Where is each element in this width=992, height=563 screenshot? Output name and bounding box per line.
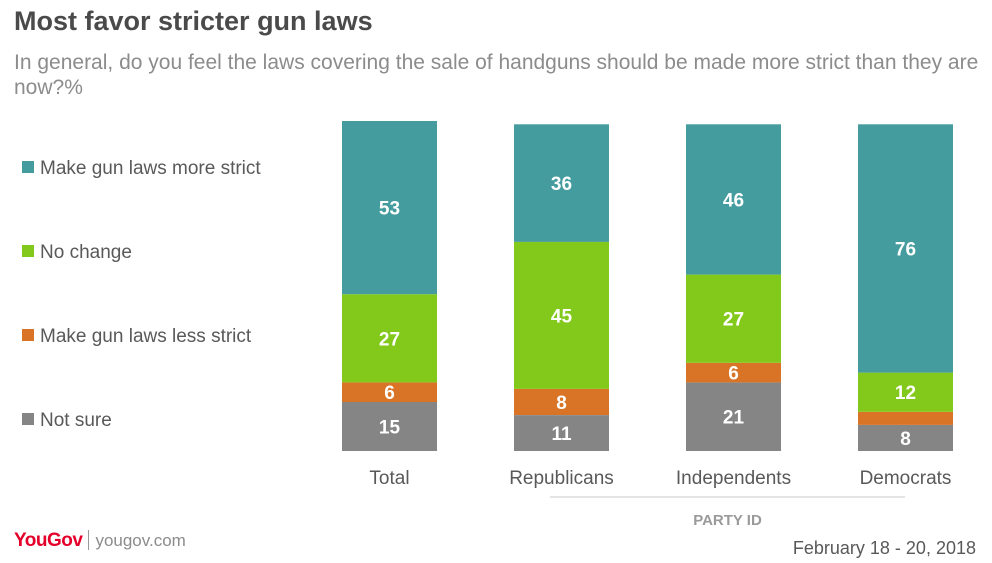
footer-brand: YouGov yougov.com [14,529,186,552]
category-label-total: Total [369,468,409,489]
category-label-democrats: Democrats [860,468,952,489]
data-label: 21 [723,408,745,429]
yougov-logo: YouGov [14,530,83,551]
chart-title: Most favor stricter gun laws [14,6,373,36]
legend-label: Make gun laws less strict [40,326,252,347]
data-label: 6 [384,383,395,404]
group-label: PARTY ID [693,512,762,529]
legend-swatch [22,329,34,341]
bar-total-series-1 [342,294,437,383]
bar-republicans-series-0 [514,124,609,242]
bar-democrats-series-0 [858,124,953,373]
data-label: 15 [379,418,401,439]
legend-label: Not sure [40,410,112,431]
bar-independents-series-3 [686,382,781,451]
category-label-republicans: Republicans [509,468,614,489]
legend-swatch [22,161,34,173]
category-label-independents: Independents [676,468,791,489]
bar-republicans-series-3 [514,415,609,451]
bar-democrats-series-1 [858,372,953,412]
bar-independents-series-1 [686,274,781,363]
bar-republicans-series-1 [514,241,609,389]
data-label: 46 [723,190,744,211]
survey-date: February 18 - 20, 2018 [792,538,976,558]
data-label: 6 [728,364,739,385]
bar-independents-series-0 [686,124,781,275]
legend-swatch [22,245,34,257]
bar-total-series-0 [342,121,437,295]
footer-divider [88,529,90,550]
data-label: 27 [723,310,744,331]
data-label: 12 [895,383,916,404]
bar-independents-series-2 [686,362,781,383]
bar-democrats-series-3 [858,424,953,451]
data-label: 8 [900,429,911,450]
footer-site-link[interactable]: yougov.com [95,531,186,550]
bar-total-series-2 [342,382,437,402]
data-label: 11 [551,424,572,445]
data-label: 76 [895,239,916,260]
bar-democrats-series-2 [858,411,953,425]
legend-swatch [22,413,34,425]
chart-subtitle: In general, do you feel the laws coverin… [14,51,979,99]
data-label: 8 [556,393,567,414]
bar-republicans-series-2 [514,388,609,415]
data-label: 53 [379,199,400,220]
bar-total-series-3 [342,402,437,451]
legend-label: No change [40,242,132,263]
data-label: 27 [379,329,400,350]
legend-label: Make gun laws more strict [40,158,261,179]
data-label: 36 [551,174,572,195]
data-label: 45 [551,306,573,327]
